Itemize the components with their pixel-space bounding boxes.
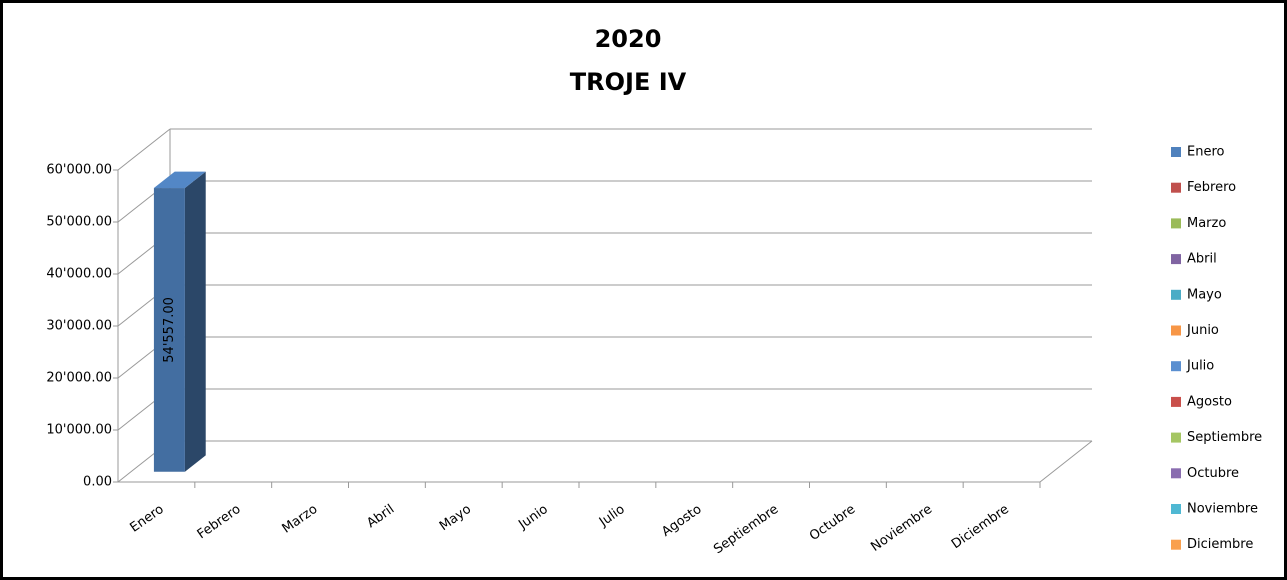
legend-label: Marzo	[1187, 216, 1226, 231]
legend-label: Enero	[1187, 145, 1225, 160]
legend-swatch	[1171, 504, 1181, 514]
y-tick-label: 60'000.00	[46, 163, 112, 178]
bar-side	[184, 171, 206, 472]
legend-label: Noviembre	[1187, 502, 1258, 517]
legend-swatch	[1171, 432, 1181, 443]
legend-swatch	[1171, 325, 1181, 336]
legend-swatch	[1171, 182, 1181, 193]
legend-swatch	[1171, 361, 1181, 372]
y-tick-label: 10'000.00	[46, 423, 112, 438]
floor-edge	[1039, 440, 1093, 483]
chart-title: 2020	[595, 25, 662, 53]
legend-label: Septiembre	[1187, 430, 1262, 445]
y-tick-label: 30'000.00	[46, 319, 112, 334]
chart-subtitle: TROJE IV	[570, 68, 687, 96]
legend-label: Diciembre	[1187, 537, 1253, 552]
legend-label: Abril	[1187, 252, 1217, 267]
y-tick-label: 40'000.00	[46, 267, 112, 282]
bar	[153, 188, 185, 472]
legend-swatch	[1171, 218, 1181, 229]
y-tick-label: 50'000.00	[46, 215, 112, 230]
legend-label: Mayo	[1187, 287, 1222, 302]
bar-top	[153, 171, 206, 189]
data-label: 54'557.00	[162, 297, 177, 363]
grid-line	[117, 128, 171, 171]
legend-label: Febrero	[1187, 180, 1236, 195]
legend-label: Agosto	[1187, 394, 1232, 409]
legend-label: Junio	[1186, 323, 1219, 338]
legend-swatch	[1171, 468, 1181, 479]
y-tick-label: 0.00	[83, 475, 112, 490]
legend-swatch	[1171, 254, 1181, 265]
legend-swatch	[1171, 147, 1181, 157]
y-tick-label: 20'000.00	[46, 371, 112, 386]
legend-label: Octubre	[1187, 466, 1239, 481]
legend-swatch	[1171, 539, 1181, 550]
legend-label: Julio	[1186, 359, 1214, 374]
legend-swatch	[1171, 396, 1181, 407]
legend-swatch	[1171, 289, 1181, 300]
